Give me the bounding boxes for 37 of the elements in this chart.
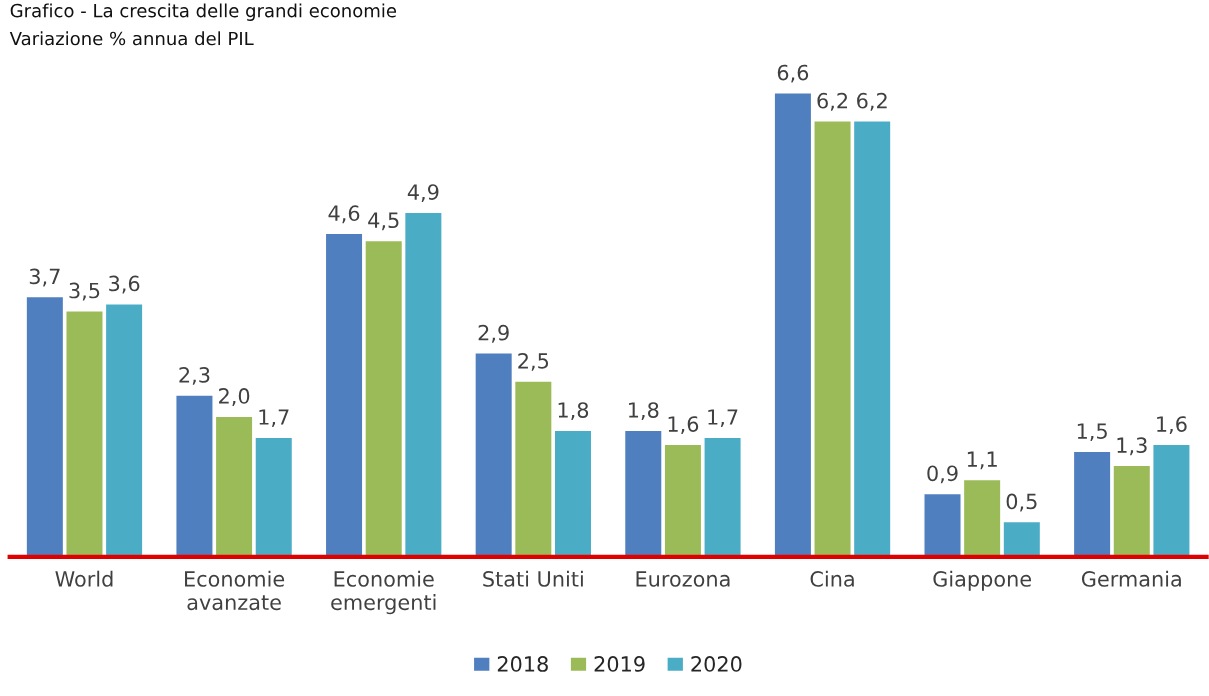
data-label: 0,5	[1006, 493, 1037, 512]
data-label: 1,7	[708, 409, 738, 428]
x-tick-label: Economie avanzate	[185, 570, 285, 611]
x-tick-label: Giappone	[933, 570, 1032, 591]
data-label: 4,6	[328, 205, 360, 224]
data-label: 1,8	[558, 402, 589, 421]
x-tick-label: Economie emergenti	[331, 570, 436, 615]
data-label: 3,5	[69, 282, 100, 301]
data-label: 1,3	[1117, 437, 1147, 456]
legend-label: 2018	[497, 656, 548, 672]
x-tick-label: Cina	[810, 570, 854, 587]
data-label: 2,3	[179, 366, 210, 385]
data-label: 1,6	[668, 416, 699, 435]
data-label: 6,6	[777, 64, 809, 83]
data-label: 1,1	[967, 451, 997, 470]
chart-title: Grafico - La crescita delle grandi economie	[10, 3, 397, 21]
x-tick-label: Germania	[1081, 570, 1181, 587]
chart-subtitle: Variazione % annua del PIL	[9, 31, 254, 46]
data-label: 1,8	[629, 402, 659, 421]
data-label: 2,0	[219, 388, 250, 406]
data-label: 4,5	[368, 212, 399, 231]
data-label: 6,2	[817, 92, 848, 111]
x-tick-label: Eurozona	[636, 571, 730, 587]
data-label: 1,7	[259, 409, 289, 428]
data-label: 1,5	[1077, 423, 1107, 442]
data-label: 0,9	[927, 465, 958, 484]
data-label: 1,6	[1157, 416, 1187, 435]
x-tick-label: World	[55, 570, 113, 587]
data-label: 2,5	[518, 352, 549, 371]
data-label: 3,7	[29, 268, 60, 287]
x-tick-label: Stati Uniti	[483, 570, 583, 587]
data-label: 6,2	[857, 92, 887, 111]
data-label: 4,9	[407, 184, 439, 203]
legend-label: 2019	[594, 656, 645, 672]
legend-label: 2020	[691, 656, 742, 672]
data-label: 2,9	[478, 324, 509, 343]
data-label: 3,6	[109, 275, 140, 294]
